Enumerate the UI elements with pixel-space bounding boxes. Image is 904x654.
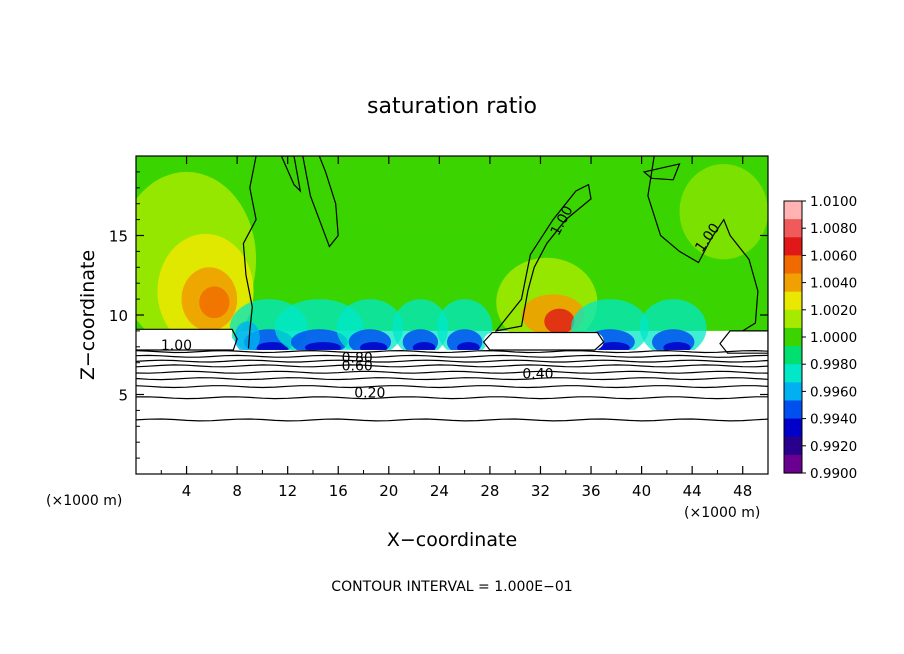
field-lightgreen-right	[679, 163, 768, 260]
colorbar-swatch	[784, 201, 802, 220]
colorbar-swatch	[784, 364, 802, 383]
contour-line-level-6	[136, 359, 768, 363]
y-tick-label: 5	[118, 387, 128, 405]
x-tick-label: 8	[232, 482, 242, 500]
field-white-lower	[136, 349, 768, 474]
contour-line-level-7	[136, 354, 768, 358]
contour-line-level-1	[136, 396, 768, 400]
colorbar-swatch	[784, 255, 802, 275]
y-tick-label: 10	[109, 307, 128, 325]
field-white-mid	[483, 332, 604, 350]
field-red-mid	[544, 308, 575, 335]
contour-line-level-2	[136, 385, 768, 389]
x-axis: 4 8 12 16 20 24 28 32 36 40 44 48	[160, 156, 752, 500]
colorbar-swatch	[784, 237, 802, 256]
colorbar-swatch	[784, 382, 802, 402]
colorbar-label: 1.0060	[810, 248, 857, 264]
contour-cloud-left	[136, 328, 238, 351]
field-orange-left-core	[199, 286, 230, 319]
contour-lines	[136, 156, 768, 422]
colorbar-label: 1.0100	[810, 194, 857, 210]
x-tick-label: 28	[480, 482, 499, 500]
colorbar-label: 0.9920	[810, 439, 857, 455]
colorbar: 1.0100 1.0080 1.0060 1.0040 1.0020 1.0000 0.99…	[783, 194, 857, 482]
x-tick-label: 36	[581, 482, 600, 500]
x-unit-right: (×1000 m)	[684, 505, 760, 521]
x-unit-left: (×1000 m)	[46, 493, 122, 509]
x-tick-label: 12	[278, 482, 297, 500]
colorbar-label: 1.0020	[810, 303, 857, 319]
field-green-top	[312, 156, 566, 236]
contour-line-level-3	[136, 377, 768, 381]
colorbar-label: 1.0000	[810, 330, 857, 346]
contour-cloud-mid	[482, 331, 605, 351]
colorbar-swatch	[784, 327, 802, 347]
x-tick-label: 32	[531, 482, 550, 500]
colorbar-swatch	[784, 309, 802, 329]
contour-100-a	[242, 156, 257, 349]
x-tick-label: 44	[683, 482, 702, 500]
chart-title: saturation ratio	[367, 94, 537, 119]
colorbar-label: 0.9940	[810, 412, 857, 428]
colorbar-label: 0.9980	[810, 357, 857, 373]
y-tick-label: 15	[109, 228, 128, 246]
colorbar-swatch	[784, 436, 802, 456]
contour-line-level-5	[136, 364, 768, 368]
contour-label: 0.60	[342, 359, 373, 375]
colorbar-swatch	[784, 454, 802, 474]
colorbar-swatch	[784, 418, 802, 438]
field-blue-left-edge	[234, 321, 260, 354]
x-tick-label: 48	[733, 482, 752, 500]
contour-line-level-4	[136, 370, 768, 374]
contour-100-d	[494, 183, 592, 332]
field-white-left	[136, 329, 233, 352]
x-axis-label: X−coordinate	[387, 529, 517, 551]
colorbar-label: 1.0040	[810, 276, 857, 292]
contour-label: 1.00	[161, 338, 192, 354]
x-tick-label: 4	[182, 482, 192, 500]
contour-line-level-8	[136, 349, 768, 354]
x-tick-label: 24	[430, 482, 449, 500]
y-axis-label: Z−coordinate	[77, 250, 99, 380]
x-tick-label: 16	[329, 482, 348, 500]
contour-label: 0.80	[342, 351, 373, 367]
contour-100-e	[647, 156, 759, 332]
contour-100-f	[642, 163, 681, 181]
contour-cloud-right	[719, 330, 768, 354]
colorbar-label: 0.9900	[810, 466, 857, 482]
colorbar-label: 1.0080	[810, 221, 857, 237]
contour-label: 0.40	[522, 367, 553, 383]
field-white-right	[717, 330, 768, 354]
contour-label: 0.20	[354, 386, 385, 402]
colorbar-swatch	[784, 346, 802, 365]
contour-interval-note: CONTOUR INTERVAL = 1.000E−01	[331, 579, 572, 595]
x-tick-label: 20	[379, 482, 398, 500]
colorbar-swatch	[784, 291, 802, 311]
colorbar-label: 0.9960	[810, 384, 857, 400]
x-tick-label: 40	[632, 482, 651, 500]
contour-line-level-0	[136, 418, 768, 422]
contour-100-c	[302, 156, 339, 248]
saturation-field	[136, 156, 768, 474]
colorbar-swatch	[784, 273, 802, 293]
colorbar-swatch	[784, 219, 802, 238]
y-axis: 5 10 15	[109, 171, 768, 459]
colorbar-swatch	[784, 400, 802, 420]
contour-100-b	[280, 156, 302, 193]
